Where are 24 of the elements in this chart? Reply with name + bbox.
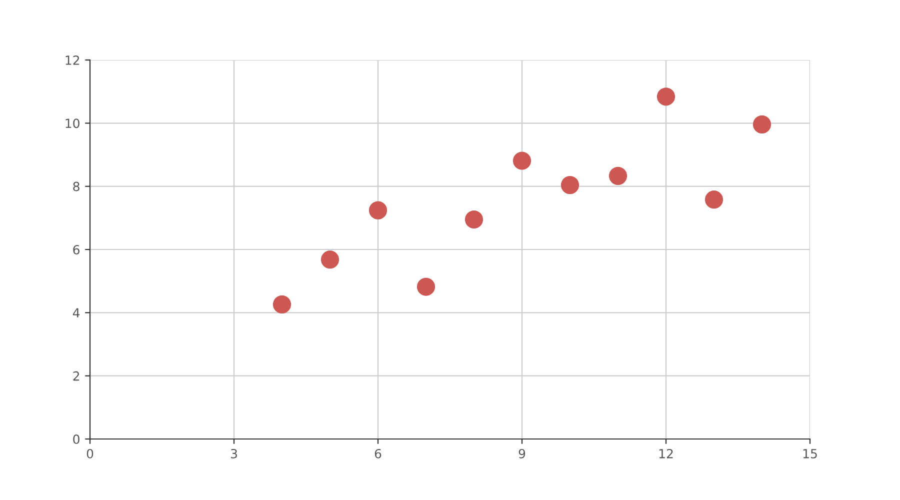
point bbox=[656, 88, 676, 106]
point bbox=[560, 176, 580, 194]
x-tick-label: 3 bbox=[230, 448, 237, 458]
y-tick-label: 10 bbox=[66, 118, 80, 128]
y-tick-label: 8 bbox=[73, 182, 80, 192]
point bbox=[320, 250, 340, 269]
y-tick-label: 6 bbox=[73, 244, 80, 254]
point bbox=[512, 152, 532, 170]
x-tick-label: 9 bbox=[518, 448, 526, 458]
point bbox=[464, 210, 484, 229]
x-tick-label: 12 bbox=[659, 448, 673, 458]
x-tick-label: 15 bbox=[803, 449, 817, 458]
y-tick-label: 4 bbox=[72, 308, 80, 318]
point bbox=[608, 166, 628, 185]
x-tick-label: 6 bbox=[374, 448, 382, 458]
y-tick-label: 2 bbox=[73, 371, 80, 381]
point bbox=[752, 115, 772, 134]
point bbox=[272, 295, 292, 314]
y-tick-label: 0 bbox=[73, 434, 80, 444]
y-tick-label: 12 bbox=[66, 55, 80, 65]
x-tick-label: 0 bbox=[86, 448, 94, 458]
point bbox=[704, 190, 724, 209]
point bbox=[368, 201, 388, 220]
point bbox=[416, 278, 436, 296]
